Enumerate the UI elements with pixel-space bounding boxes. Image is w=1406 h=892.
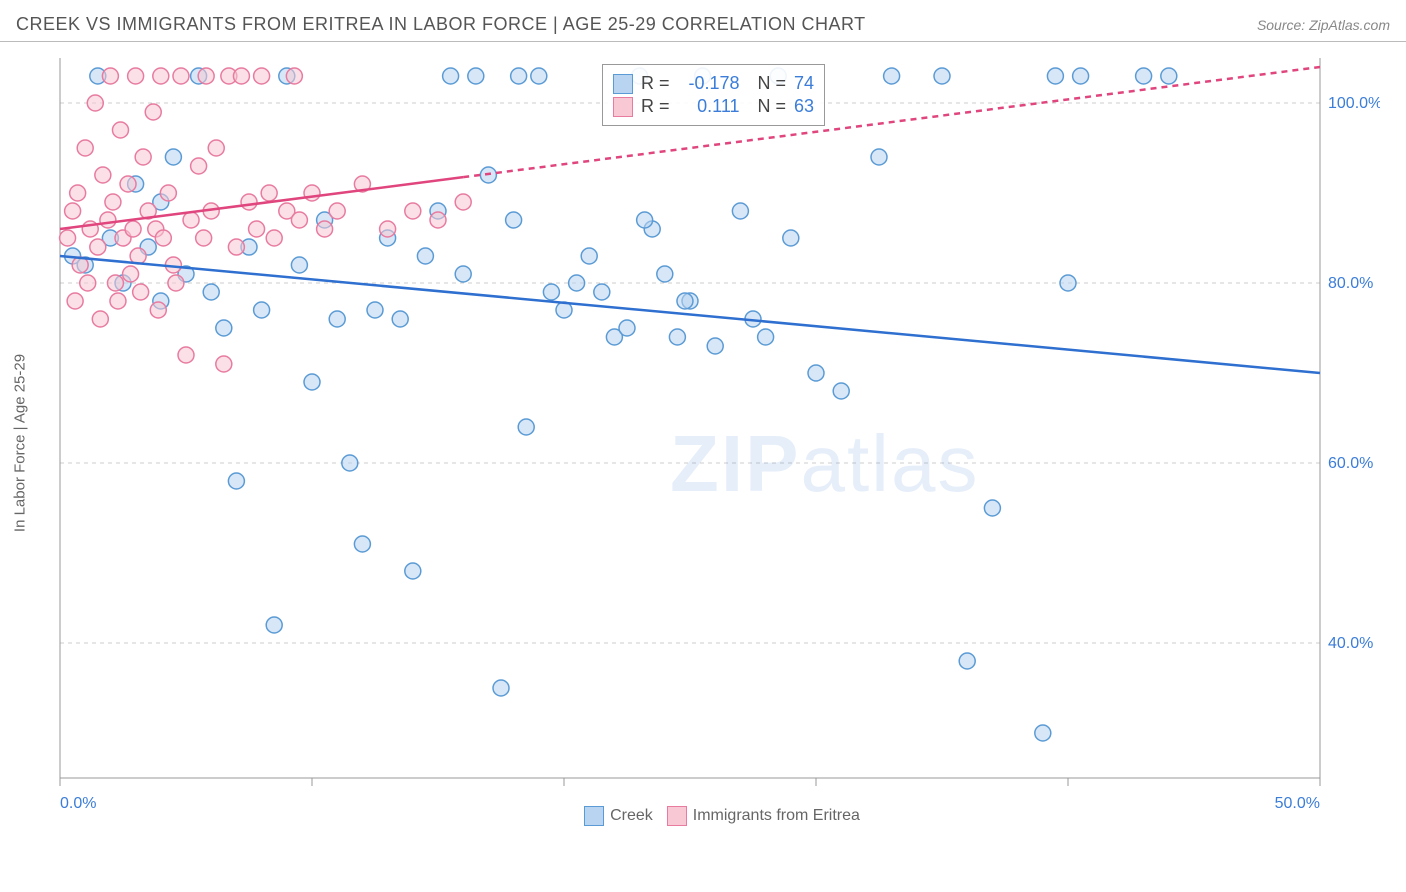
corr-row: R = 0.111 N = 63 [613, 96, 814, 117]
chart-header: CREEK VS IMMIGRANTS FROM ERITREA IN LABO… [0, 0, 1406, 42]
corr-swatch [613, 97, 633, 117]
chart-source: Source: ZipAtlas.com [1257, 17, 1390, 33]
corr-n-value: 74 [794, 73, 814, 94]
y-axis-label: In Labor Force | Age 25-29 [12, 354, 29, 532]
corr-n-label: N = [758, 73, 787, 94]
corr-row: R = -0.178 N = 74 [613, 73, 814, 94]
legend-swatch [667, 806, 687, 826]
chart-area: In Labor Force | Age 25-29 40.0%60.0%80.… [50, 58, 1380, 828]
legend-label: Creek [610, 807, 653, 824]
svg-text:40.0%: 40.0% [1328, 635, 1373, 652]
legend-label: Immigrants from Eritrea [693, 807, 860, 824]
svg-text:60.0%: 60.0% [1328, 455, 1373, 472]
corr-r-label: R = [641, 73, 670, 94]
chart-title: CREEK VS IMMIGRANTS FROM ERITREA IN LABO… [16, 14, 866, 35]
corr-r-value: 0.111 [678, 96, 740, 117]
corr-n-value: 63 [794, 96, 814, 117]
svg-text:80.0%: 80.0% [1328, 275, 1373, 292]
corr-r-label: R = [641, 96, 670, 117]
corr-swatch [613, 74, 633, 94]
series-legend: Creek Immigrants from Eritrea [50, 806, 1380, 826]
legend-swatch [584, 806, 604, 826]
correlation-legend: R = -0.178 N = 74 R = 0.111 N = 63 [602, 64, 825, 126]
corr-n-label: N = [758, 96, 787, 117]
scatter-plot: 40.0%60.0%80.0%100.0%0.0%50.0% [50, 58, 1380, 828]
svg-text:100.0%: 100.0% [1328, 95, 1380, 112]
corr-r-value: -0.178 [678, 73, 740, 94]
